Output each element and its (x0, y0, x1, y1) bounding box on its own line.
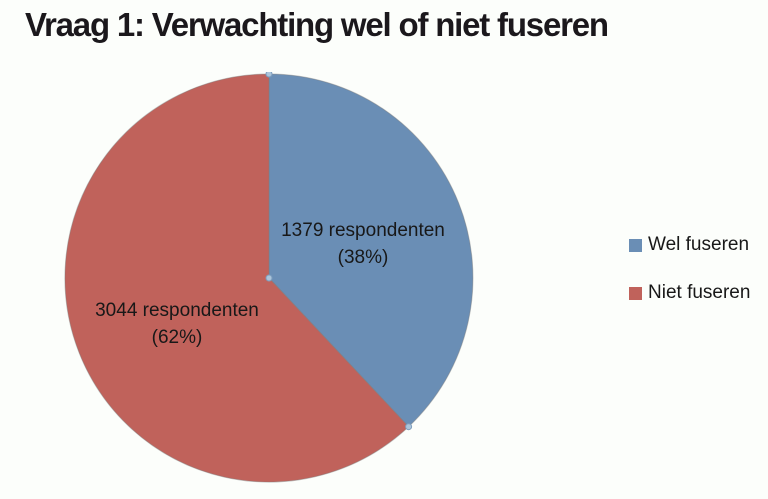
pie-chart[interactable] (64, 72, 474, 485)
data-label-value: 3044 respondenten (95, 300, 259, 321)
data-label-niet-fuseren: 3044 respondenten (62%) (95, 297, 259, 351)
legend-swatch-icon (629, 286, 642, 300)
data-label-percent: (38%) (337, 247, 389, 268)
vertex-handle-dot (405, 423, 413, 431)
data-label-wel-fuseren: 1379 respondenten (38%) (281, 217, 445, 271)
legend: Wel fuseren Niet fuseren (629, 234, 750, 304)
data-label-value: 1379 respondenten (281, 220, 445, 241)
data-label-percent: (62%) (151, 327, 203, 348)
chart-title: Vraag 1: Verwachting wel of niet fuseren (25, 6, 609, 43)
vertex-handle-dot (265, 274, 273, 282)
vertex-handle-dot (265, 72, 273, 78)
legend-item-label: Wel fuseren (648, 234, 750, 255)
legend-item-wel-fuseren[interactable]: Wel fuseren (629, 234, 750, 256)
legend-item-niet-fuseren[interactable]: Niet fuseren (629, 282, 750, 304)
legend-item-label: Niet fuseren (648, 282, 751, 303)
pie-slice-niet-fuseren[interactable] (64, 73, 410, 483)
legend-swatch-icon (629, 238, 642, 252)
pie-slice-wel-fuseren[interactable] (268, 73, 474, 428)
